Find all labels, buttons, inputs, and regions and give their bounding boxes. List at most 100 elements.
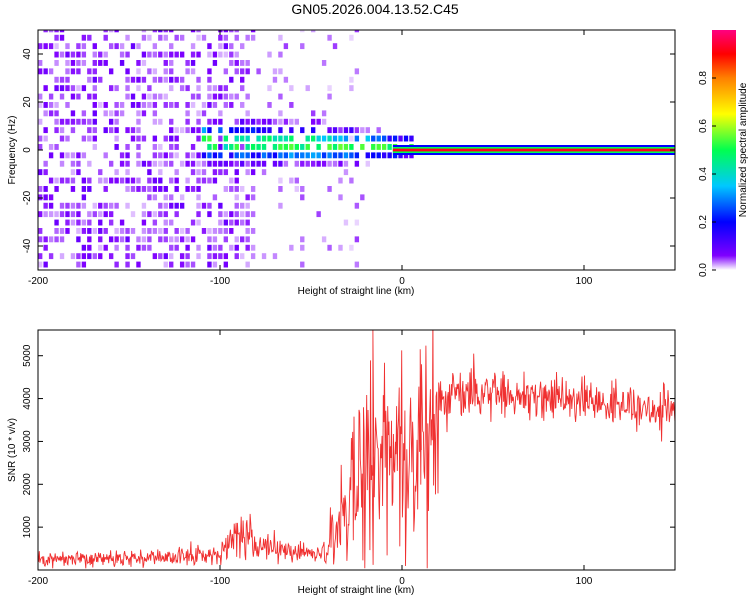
- spectrogram-cell: [223, 211, 229, 218]
- spectrogram-cell: [54, 228, 59, 234]
- spectrogram-cell: [163, 253, 168, 260]
- spectrogram-cell: [267, 152, 272, 159]
- spectrogram-cell: [152, 186, 158, 192]
- spectrogram-cell: [158, 211, 163, 218]
- spectrogram-cell: [229, 60, 234, 66]
- spectrogram-cell: [108, 68, 114, 75]
- spectrogram-cell: [136, 160, 141, 167]
- spectrogram-cell: [59, 51, 65, 58]
- spectrogram-cell: [218, 93, 223, 100]
- spectrogram-cell: [196, 194, 201, 201]
- spectrogram-cell: [136, 236, 141, 243]
- spectrogram-cell: [163, 202, 168, 209]
- signal-line-core: [392, 148, 675, 152]
- spectrogram-cell: [234, 219, 239, 226]
- spectrogram-cell: [87, 160, 92, 167]
- spectrogram-cell: [119, 160, 125, 167]
- spectrogram-cell: [343, 169, 349, 176]
- spectrogram-cell: [152, 110, 158, 117]
- spectrogram-cell: [136, 118, 141, 125]
- spectrogram-cell: [65, 219, 70, 226]
- spectrogram-cell: [169, 118, 174, 125]
- spectrogram-cell: [76, 51, 81, 58]
- spectrogram-cell: [103, 177, 108, 184]
- spectrogram-cell: [256, 135, 261, 142]
- spectrogram-cell: [81, 202, 87, 209]
- spectrogram-cell: [174, 228, 179, 234]
- spectrogram-cell: [48, 177, 54, 184]
- spectrogram-cell: [130, 102, 136, 108]
- spectrogram-cell: [212, 85, 218, 92]
- spectrogram-cell: [174, 186, 179, 192]
- spectrogram-cell: [300, 43, 305, 50]
- spectrogram-y-tick-label: -40: [22, 238, 33, 253]
- spectrogram-cell: [81, 253, 87, 260]
- spectrogram-cell: [234, 244, 239, 251]
- spectrogram-cell: [223, 34, 229, 41]
- spectrogram-cell: [158, 186, 163, 192]
- spectrogram-cell: [136, 261, 141, 268]
- spectrogram-cell: [114, 85, 119, 92]
- spectrogram-cell: [212, 169, 218, 176]
- spectrogram-cell: [179, 228, 185, 234]
- spectrogram-cell: [76, 236, 81, 243]
- spectrogram-cell: [174, 236, 179, 243]
- spectrogram-cell: [196, 85, 201, 92]
- spectrogram-cell: [245, 68, 250, 75]
- spectrogram-cell: [130, 211, 136, 218]
- spectrogram-cell: [92, 144, 97, 150]
- spectrogram-cell: [207, 135, 212, 142]
- spectrogram-cell: [354, 135, 360, 142]
- spectrogram-cell: [136, 127, 141, 134]
- spectrogram-cell: [54, 85, 59, 92]
- spectrogram-cell: [179, 194, 185, 201]
- spectrogram-cell: [141, 93, 147, 100]
- spectrogram-cell: [311, 160, 316, 167]
- spectrogram-cell: [108, 219, 114, 226]
- spectrogram-cell: [147, 93, 152, 100]
- spectrogram-cell: [223, 68, 229, 75]
- spectrogram-cell: [207, 253, 212, 260]
- spectrogram-cell: [365, 127, 370, 134]
- spectrogram-cell: [59, 118, 65, 125]
- spectrogram-cell: [311, 135, 316, 142]
- spectrogram-cell: [92, 135, 97, 142]
- spectrogram-x-tick-label: 0: [399, 276, 405, 287]
- spectrogram-cell: [70, 127, 76, 134]
- spectrogram-cell: [250, 152, 256, 159]
- spectrogram-cell: [250, 253, 256, 260]
- spectrogram-cell: [190, 236, 196, 243]
- spectrogram-cell: [43, 135, 48, 142]
- spectrogram-cell: [190, 127, 196, 134]
- spectrogram-cell: [76, 228, 81, 234]
- spectrogram-cell: [234, 253, 239, 260]
- spectrogram-cell: [48, 253, 54, 260]
- spectrogram-cell: [365, 135, 370, 142]
- spectrogram-cell: [136, 102, 141, 108]
- spectrogram-cell: [43, 102, 48, 108]
- spectrogram-cell: [38, 169, 43, 176]
- spectrogram-cell: [87, 219, 92, 226]
- spectrogram-cell: [43, 236, 48, 243]
- spectrogram-cell: [65, 102, 70, 108]
- spectrogram-x-tick-label: 100: [576, 276, 593, 287]
- spectrogram-cell: [158, 93, 163, 100]
- spectrogram-cell: [240, 85, 245, 92]
- spectrogram-cell: [92, 85, 97, 92]
- spectrogram-cell: [278, 93, 283, 100]
- spectrogram-cell: [59, 30, 65, 33]
- spectrogram-cell: [48, 194, 54, 201]
- spectrogram-cell: [321, 236, 327, 243]
- spectrogram-cell: [267, 135, 272, 142]
- spectrogram-cell: [130, 228, 136, 234]
- spectrogram-cell: [158, 253, 163, 260]
- spectrogram-cell: [163, 51, 168, 58]
- spectrogram-cell: [289, 144, 294, 150]
- spectrogram-cell: [108, 236, 114, 243]
- spectrogram-cell: [349, 144, 354, 150]
- colorbar-label: Normalized spectral amplitude: [738, 82, 749, 217]
- spectrogram-cell: [163, 219, 168, 226]
- spectrogram-cell: [245, 34, 250, 41]
- spectrogram-cell: [48, 236, 54, 243]
- spectrogram-cell: [327, 135, 332, 142]
